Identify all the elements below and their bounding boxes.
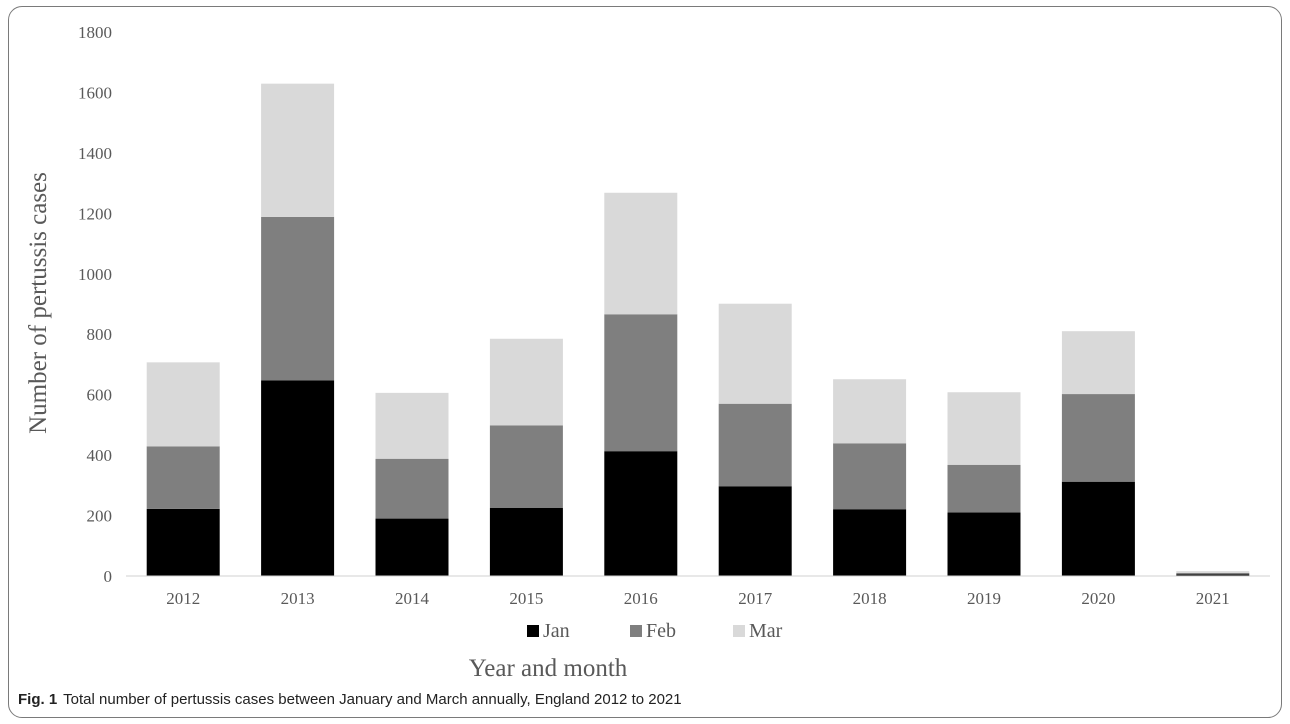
legend-swatch-jan (527, 625, 539, 637)
y-tick-label: 800 (87, 325, 113, 344)
bar-mar-2020 (1061, 331, 1135, 395)
bar-mar-2015 (489, 338, 563, 426)
bar-jan-2018 (833, 509, 907, 576)
caption-text: Total number of pertussis cases between … (63, 691, 682, 708)
bars (146, 83, 1250, 576)
bar-mar-2013 (261, 83, 335, 217)
bar-jan-2015 (489, 508, 563, 576)
bar-feb-2019 (947, 464, 1021, 513)
y-tick-label: 200 (87, 507, 113, 526)
figure-caption: Fig. 1 Total number of pertussis cases be… (18, 691, 682, 708)
x-axis-ticks: 2012 2013 2014 2015 2016 2017 2018 2019 2020 2021 (166, 589, 1230, 608)
x-tick-label: 2020 (1081, 589, 1115, 608)
x-tick-label: 2019 (967, 589, 1001, 608)
legend-swatch-mar (733, 625, 745, 637)
y-tick-label: 1600 (78, 83, 112, 102)
bar-jan-2016 (604, 451, 678, 576)
x-tick-label: 2015 (509, 589, 543, 608)
x-tick-label: 2021 (1196, 589, 1230, 608)
legend-swatch-feb (630, 625, 642, 637)
bar-feb-2017 (718, 403, 792, 487)
x-tick-label: 2012 (166, 589, 200, 608)
bar-mar-2018 (833, 379, 907, 444)
y-tick-label: 1400 (78, 144, 112, 163)
x-tick-label: 2018 (853, 589, 887, 608)
bar-feb-2018 (833, 443, 907, 510)
x-axis-title: Year and month (469, 655, 628, 682)
bar-mar-2016 (604, 192, 678, 315)
legend-label-mar: Mar (749, 620, 783, 642)
legend-label-jan: Jan (543, 620, 570, 642)
bar-feb-2015 (489, 425, 563, 508)
bar-mar-2012 (146, 362, 220, 447)
y-axis-ticks: 0 200 400 600 800 1000 1200 1400 1600 1800 (78, 23, 112, 586)
bar-mar-2014 (375, 392, 449, 459)
bar-jan-2012 (146, 508, 220, 576)
y-tick-label: 1800 (78, 23, 112, 42)
y-tick-label: 400 (87, 446, 113, 465)
bar-jan-2017 (718, 486, 792, 576)
bar-feb-2014 (375, 458, 449, 519)
y-tick-label: 1200 (78, 204, 112, 223)
bar-jan-2013 (261, 380, 335, 576)
y-tick-label: 600 (87, 386, 113, 405)
bar-feb-2013 (261, 216, 335, 381)
bar-feb-2012 (146, 446, 220, 509)
y-tick-label: 0 (104, 567, 113, 586)
legend: Jan Feb Mar (527, 620, 783, 642)
legend-label-feb: Feb (646, 620, 676, 642)
caption-label: Fig. 1 (18, 691, 58, 708)
bar-jan-2021 (1176, 574, 1250, 576)
bar-feb-2020 (1061, 394, 1135, 482)
bar-feb-2021 (1176, 572, 1250, 575)
bar-jan-2014 (375, 518, 449, 576)
y-tick-label: 1000 (78, 265, 112, 284)
bar-jan-2020 (1061, 481, 1135, 576)
x-tick-label: 2016 (624, 589, 658, 608)
bar-mar-2019 (947, 392, 1021, 465)
bar-mar-2021 (1176, 571, 1250, 573)
bar-jan-2019 (947, 512, 1021, 576)
x-tick-label: 2017 (738, 589, 773, 608)
x-tick-label: 2014 (395, 589, 430, 608)
x-tick-label: 2013 (281, 589, 315, 608)
y-axis-title: Number of pertussis cases (25, 172, 52, 434)
bar-mar-2017 (718, 303, 792, 404)
bar-feb-2016 (604, 314, 678, 452)
